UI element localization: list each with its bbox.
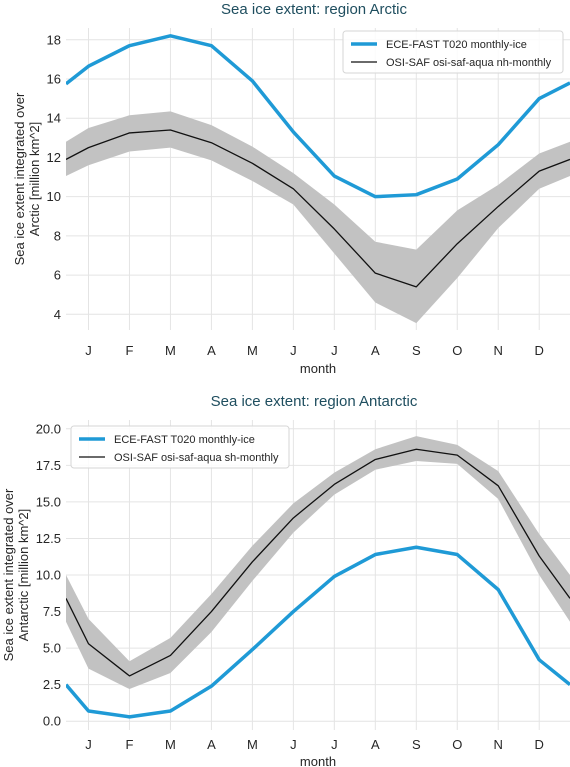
y-tick-label: 10.0 xyxy=(36,568,61,583)
x-tick-label: J xyxy=(290,343,297,358)
y-tick-label: 8 xyxy=(54,228,61,243)
chart-title: Sea ice extent: region Arctic xyxy=(221,1,407,18)
y-tick-label: 20.0 xyxy=(36,421,61,436)
y-axis-label: Sea ice extent integrated overAntarctic … xyxy=(1,488,31,661)
legend-box xyxy=(342,30,564,74)
legend-box xyxy=(70,425,290,469)
y-tick-label: 12 xyxy=(47,150,61,165)
x-tick-label: A xyxy=(371,343,380,358)
x-tick-label: N xyxy=(494,737,503,752)
y-tick-label: 2.5 xyxy=(43,677,61,692)
y-tick-label: 17.5 xyxy=(36,458,61,473)
x-tick-label: J xyxy=(85,737,92,752)
x-axis-label: month xyxy=(300,361,336,376)
y-tick-label: 18 xyxy=(47,32,61,47)
series-line xyxy=(66,34,570,199)
y-tick-label: 0.0 xyxy=(43,714,61,729)
chart-arctic: Sea ice extent: region Arctic 4 6 8 10 12 14 16… xyxy=(12,1,570,376)
series-line xyxy=(66,545,570,719)
x-tick-label: F xyxy=(125,737,133,752)
y-tick-label: 5.0 xyxy=(43,641,61,656)
x-tick-label: D xyxy=(535,343,544,358)
y-tick-label: 15.0 xyxy=(36,494,61,509)
y-tick-label: 4 xyxy=(54,307,61,322)
x-tick-label: A xyxy=(371,737,380,752)
y-axis-label: Sea ice extent integrated overArctic [mi… xyxy=(12,92,42,265)
x-tick-label: A xyxy=(207,737,216,752)
x-tick-label: D xyxy=(535,737,544,752)
series-line xyxy=(66,129,570,288)
x-tick-label: N xyxy=(494,343,503,358)
x-tick-label: A xyxy=(207,343,216,358)
x-tick-label: O xyxy=(452,737,462,752)
legend: ECE-FAST T020 monthly-ice OSI-SAF osi-saf… xyxy=(70,425,290,469)
x-tick-label: M xyxy=(247,737,258,752)
y-tick-label: 16 xyxy=(47,71,61,86)
y-axis-label-line: Antarctic [million km^2] xyxy=(16,509,31,642)
x-tick-label: O xyxy=(452,343,462,358)
series-band xyxy=(66,111,570,324)
legend: ECE-FAST T020 monthly-ice OSI-SAF osi-saf… xyxy=(342,30,564,74)
y-tick-label: 10 xyxy=(47,189,61,204)
x-axis-label: month xyxy=(300,754,336,767)
legend-label: OSI-SAF osi-saf-aqua nh-monthly xyxy=(386,57,552,69)
x-tick-label: M xyxy=(247,343,258,358)
x-tick-label: S xyxy=(412,343,421,358)
y-axis-label-line: Sea ice extent integrated over xyxy=(1,488,16,661)
x-tick-label: J xyxy=(331,343,338,358)
x-tick-label: J xyxy=(85,343,92,358)
legend-label: ECE-FAST T020 monthly-ice xyxy=(386,39,527,51)
plot-area xyxy=(66,436,570,719)
y-tick-label: 6 xyxy=(54,268,61,283)
y-tick-label: 12.5 xyxy=(36,531,61,546)
legend-label: OSI-SAF osi-saf-aqua sh-monthly xyxy=(114,452,279,464)
series-band xyxy=(66,436,570,690)
x-tick-label: J xyxy=(331,737,338,752)
x-tick-label: S xyxy=(412,737,421,752)
y-axis-label-line: Sea ice extent integrated over xyxy=(12,92,27,265)
legend-label: ECE-FAST T020 monthly-ice xyxy=(114,434,255,446)
x-tick-label: J xyxy=(290,737,297,752)
chart-antarctic: Sea ice extent: region Antarctic 0.0 2.5 5.… xyxy=(1,393,570,767)
x-tick-label: F xyxy=(125,343,133,358)
series-line xyxy=(66,448,570,677)
y-tick-label: 7.5 xyxy=(43,604,61,619)
y-axis-label-line: Arctic [million km^2] xyxy=(27,122,42,236)
chart-title: Sea ice extent: region Antarctic xyxy=(211,393,418,410)
plot-area xyxy=(66,34,570,324)
y-tick-label: 14 xyxy=(47,111,61,126)
x-tick-label: M xyxy=(165,737,176,752)
x-tick-label: M xyxy=(165,343,176,358)
